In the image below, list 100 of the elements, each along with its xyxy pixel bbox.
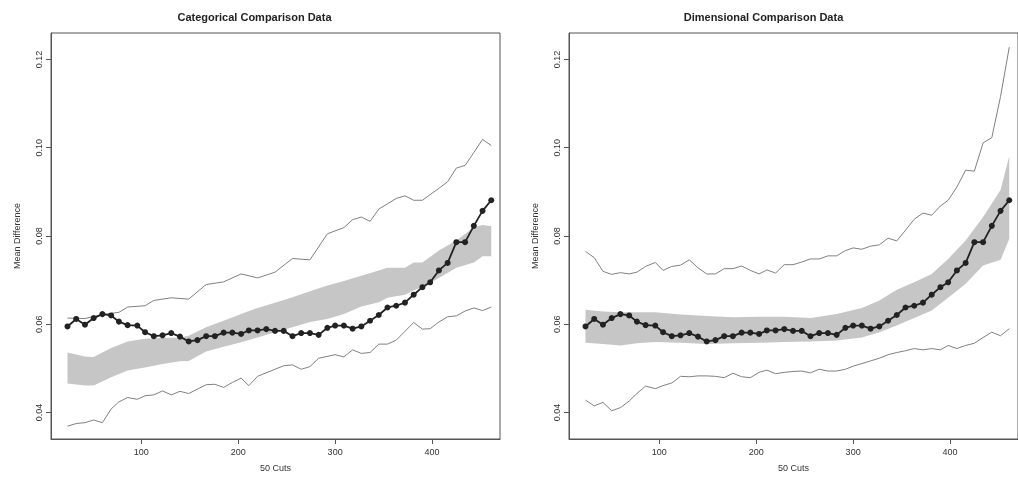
point <box>626 312 633 319</box>
point <box>263 326 270 333</box>
point <box>677 332 684 339</box>
point <box>824 330 831 337</box>
line-series <box>66 306 492 427</box>
point <box>729 333 736 340</box>
point <box>332 322 339 329</box>
point <box>315 331 322 338</box>
point <box>168 330 175 337</box>
point <box>591 315 598 322</box>
x-tick-label: 200 <box>230 446 246 457</box>
point <box>229 329 236 336</box>
point <box>850 322 857 329</box>
point <box>479 207 486 214</box>
point <box>349 325 356 332</box>
chart-title: Categorical Comparison Data <box>177 10 333 23</box>
point <box>453 239 460 246</box>
point <box>608 315 615 322</box>
point <box>633 318 640 325</box>
point <box>842 324 849 331</box>
point <box>816 330 823 337</box>
y-tick-label: 0.06 <box>33 315 44 334</box>
point <box>488 197 495 204</box>
point <box>272 327 279 334</box>
point <box>306 330 313 337</box>
point <box>928 291 935 298</box>
point <box>738 329 745 336</box>
y-tick-label: 0.06 <box>551 315 562 334</box>
point <box>772 327 779 334</box>
x-axis-title: 50 Cuts <box>777 462 810 473</box>
point <box>763 327 770 334</box>
y-tick-label: 0.08 <box>33 227 44 245</box>
point <box>238 330 245 337</box>
point <box>807 333 814 340</box>
point <box>953 267 960 274</box>
point <box>1006 197 1013 204</box>
point <box>159 332 166 339</box>
point <box>203 333 210 340</box>
point <box>419 284 426 291</box>
point <box>781 326 788 333</box>
point <box>176 333 183 340</box>
point <box>99 311 106 318</box>
y-axis-title: Mean Difference <box>529 203 540 269</box>
point <box>245 327 252 334</box>
point <box>289 333 296 340</box>
point <box>902 304 909 311</box>
x-tick-label: 300 <box>327 446 343 457</box>
y-axis-title: Mean Difference <box>11 203 22 269</box>
y-tick-label: 0.08 <box>551 227 562 245</box>
point <box>962 259 969 266</box>
point <box>90 315 97 322</box>
point <box>893 311 900 318</box>
point <box>911 302 918 309</box>
point <box>988 222 995 229</box>
x-axis-title: 50 Cuts <box>259 462 292 473</box>
point <box>756 330 763 337</box>
point <box>444 259 451 266</box>
point <box>885 317 892 324</box>
point <box>298 330 305 337</box>
y-tick-label: 0.12 <box>33 50 44 69</box>
point <box>798 327 805 334</box>
point <box>108 312 115 319</box>
point <box>194 337 201 344</box>
point <box>599 321 606 328</box>
point <box>470 222 477 229</box>
point <box>220 329 227 336</box>
point <box>367 317 374 324</box>
x-tick-label: 400 <box>942 446 958 457</box>
point <box>858 322 865 329</box>
point <box>81 321 88 328</box>
y-tick-label: 0.10 <box>551 138 562 157</box>
point <box>686 330 693 337</box>
y-tick-label: 0.10 <box>33 138 44 157</box>
point <box>142 329 149 336</box>
point <box>642 322 649 329</box>
point <box>393 302 400 309</box>
point <box>867 325 874 332</box>
point <box>980 239 987 246</box>
point <box>997 207 1004 214</box>
point <box>694 333 701 340</box>
x-tick-label: 400 <box>424 446 440 457</box>
point <box>124 322 131 329</box>
point <box>747 329 754 336</box>
y-tick-label: 0.04 <box>551 403 562 422</box>
point <box>410 291 417 298</box>
point <box>833 331 840 338</box>
point <box>211 333 218 340</box>
point <box>280 327 287 334</box>
point <box>254 327 261 334</box>
x-tick-label: 200 <box>748 446 764 457</box>
point <box>115 318 122 325</box>
point <box>790 327 797 334</box>
y-tick-label: 0.04 <box>33 403 44 422</box>
point <box>712 337 719 344</box>
point <box>617 311 624 318</box>
point <box>668 333 675 340</box>
point <box>324 324 331 331</box>
line-series <box>584 46 1010 275</box>
point <box>73 315 80 322</box>
point <box>150 333 157 340</box>
